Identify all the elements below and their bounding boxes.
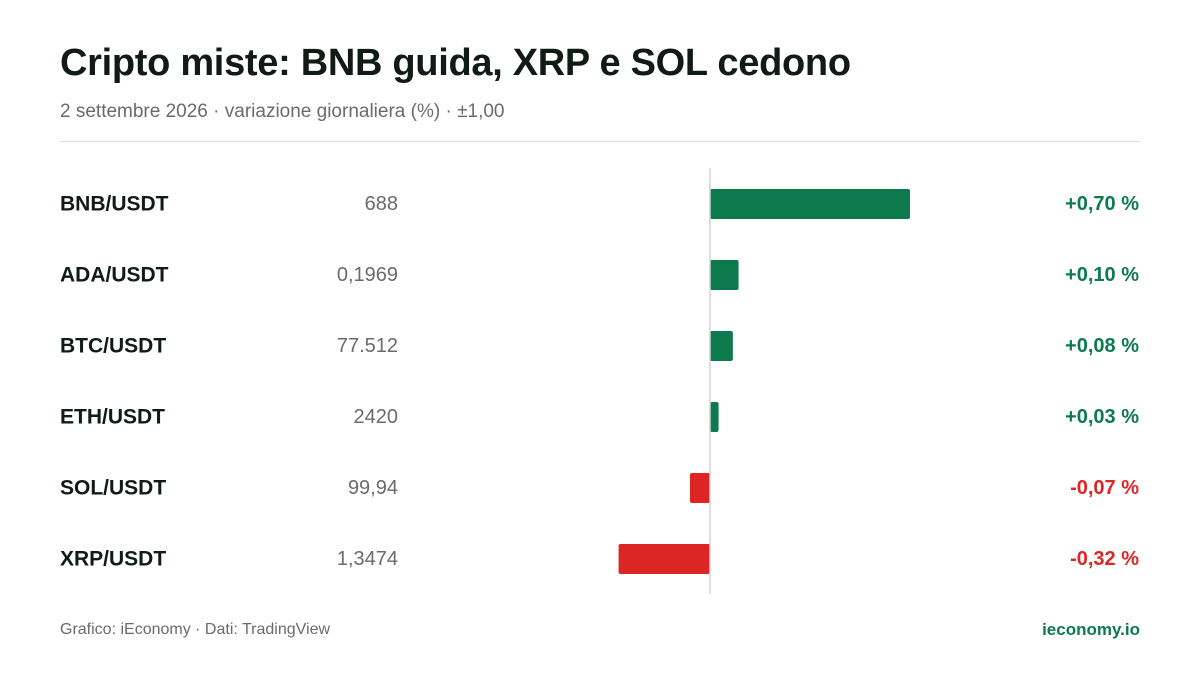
change-label: +0,08 %	[1065, 335, 1139, 357]
change-label: +0,10 %	[1065, 264, 1139, 286]
site-link[interactable]: ieconomy.io	[1042, 620, 1140, 639]
pair-label: BNB/USDT	[60, 193, 169, 216]
price-label: 1,3474	[337, 548, 398, 570]
price-label: 77.512	[337, 335, 398, 357]
positive-bar	[710, 260, 739, 290]
price-label: 2420	[354, 406, 399, 428]
change-label: -0,32 %	[1070, 548, 1139, 570]
pair-label: ADA/USDT	[60, 264, 169, 287]
change-label: -0,07 %	[1070, 477, 1139, 499]
positive-bar	[710, 189, 910, 219]
chart-subtitle: 2 settembre 2026 · variazione giornalier…	[60, 101, 505, 122]
header-divider	[60, 141, 1140, 142]
pair-label: ETH/USDT	[60, 406, 165, 429]
negative-bar	[618, 544, 710, 574]
chart-title: Cripto miste: BNB guida, XRP e SOL cedon…	[60, 42, 851, 84]
price-label: 0,1969	[337, 264, 398, 286]
positive-bar	[710, 402, 719, 432]
source-credit: Grafico: iEconomy · Dati: TradingView	[60, 621, 331, 638]
negative-bar	[690, 473, 710, 503]
positive-bar	[710, 331, 733, 361]
pair-label: XRP/USDT	[60, 548, 166, 571]
pair-label: BTC/USDT	[60, 335, 166, 358]
pair-label: SOL/USDT	[60, 477, 166, 500]
price-label: 99,94	[348, 477, 398, 499]
change-label: +0,03 %	[1065, 406, 1139, 428]
change-label: +0,70 %	[1065, 193, 1139, 215]
price-label: 688	[365, 193, 398, 215]
